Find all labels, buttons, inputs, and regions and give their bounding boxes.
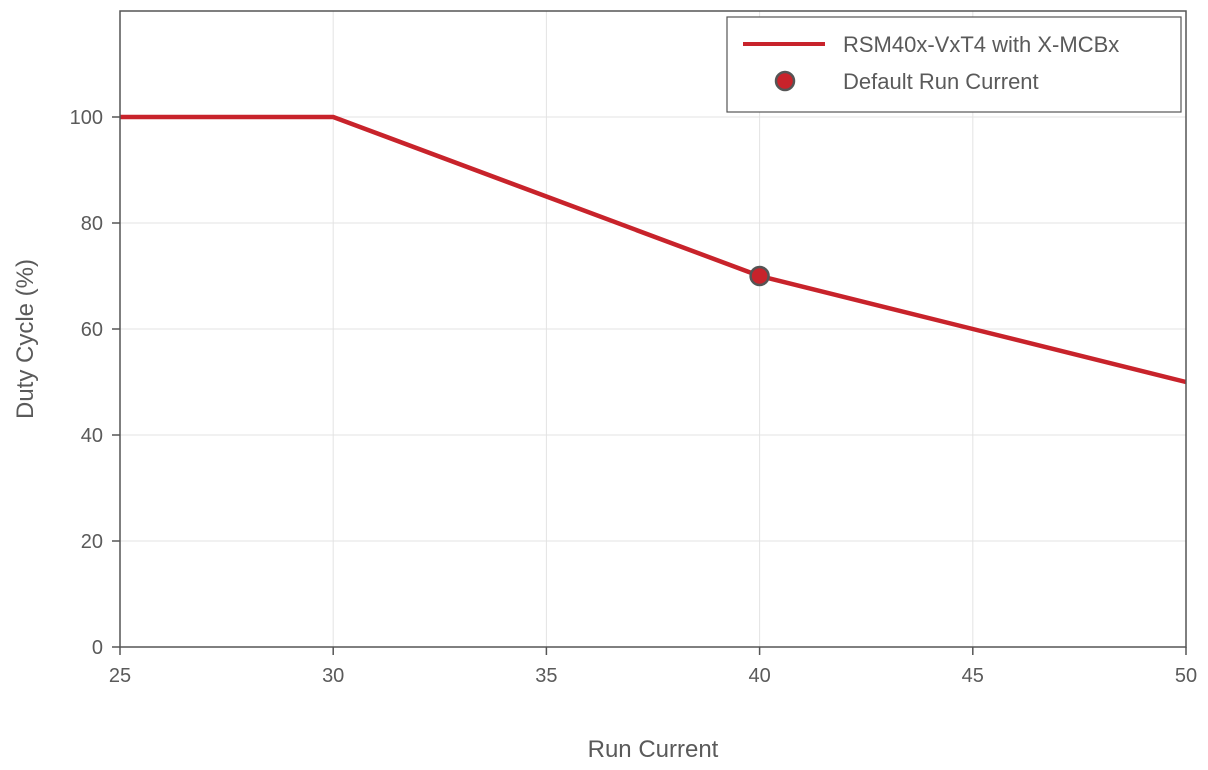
y-tick-label: 20	[81, 531, 103, 553]
series-line-0	[120, 114, 1187, 385]
x-tick-label: 30	[322, 665, 344, 687]
y-tick-label: 80	[81, 213, 103, 235]
y-tick-label: 0	[92, 637, 103, 659]
legend-label-line-series: RSM40x-VxT4 with X-MCBx	[843, 32, 1119, 57]
y-tick-label: 40	[81, 425, 103, 447]
x-tick-label: 25	[109, 665, 131, 687]
x-tick-label: 50	[1175, 665, 1197, 687]
series-layer	[120, 114, 1187, 385]
legend-marker-swatch	[774, 70, 796, 92]
default-run-current-point	[749, 265, 770, 287]
y-tick-label: 100	[70, 107, 103, 129]
legend-box	[726, 16, 1182, 113]
legend-label-default-run-current: Default Run Current	[843, 69, 1039, 94]
y-axis-title: Duty Cycle (%)	[12, 259, 39, 419]
axes: 25 30 35 40 45 50 0 20 40 60 80 100	[70, 107, 1198, 687]
x-tick-label: 45	[962, 665, 984, 687]
x-axis-title: Run Current	[588, 736, 719, 763]
y-tick-label: 60	[81, 319, 103, 341]
legend: RSM40x-VxT4 with X-MCBx Default Run Curr…	[726, 16, 1182, 113]
x-tick-label: 40	[748, 665, 770, 687]
x-tick-label: 35	[535, 665, 557, 687]
